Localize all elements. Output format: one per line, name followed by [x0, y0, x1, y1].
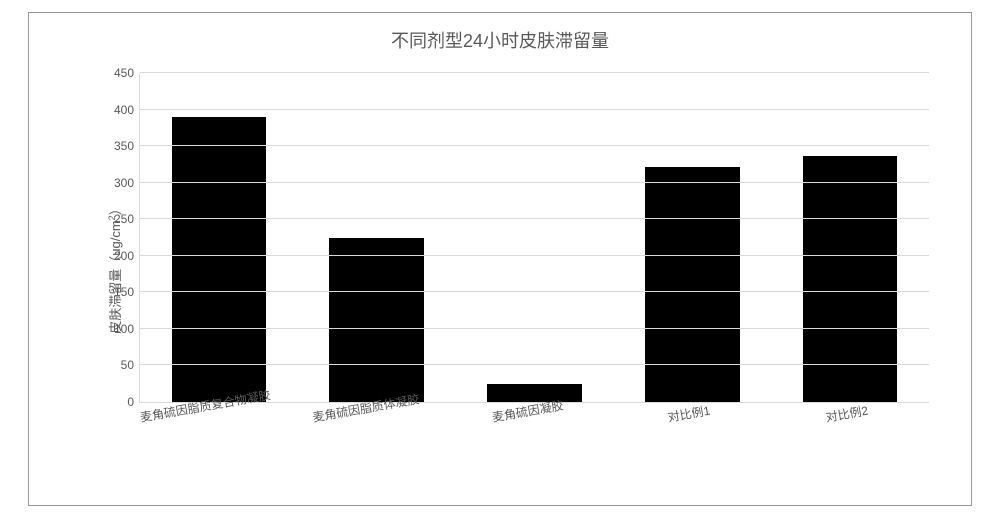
chart-container: 不同剂型24小时皮肤滞留量 皮肤滞留量（ug/cm2） 050100150200… [28, 12, 972, 506]
gridline [140, 291, 929, 292]
bar [172, 117, 267, 402]
bar-slot [298, 73, 456, 402]
plot-wrapper: 皮肤滞留量（ug/cm2） 05010015020025030035040045… [99, 73, 949, 463]
gridline [140, 182, 929, 183]
bar [329, 238, 424, 402]
y-tick-label: 100 [114, 322, 134, 336]
bar-slot [456, 73, 614, 402]
gridline [140, 328, 929, 329]
x-axis-label: 对比例2 [824, 402, 869, 426]
bar-slot [613, 73, 771, 402]
x-label-slot: 麦角硫因脂质体凝胶 [297, 409, 455, 459]
x-label-slot: 对比例1 [613, 409, 771, 459]
gridline [140, 255, 929, 256]
chart-title: 不同剂型24小时皮肤滞留量 [29, 13, 971, 59]
bar-slot [771, 73, 929, 402]
bar [645, 167, 740, 402]
y-tick-label: 0 [127, 395, 134, 409]
y-tick-label: 150 [114, 285, 134, 299]
bar [487, 384, 582, 402]
gridline [140, 109, 929, 110]
y-tick-label: 400 [114, 103, 134, 117]
bar-slot [140, 73, 298, 402]
gridline [140, 72, 929, 73]
x-label-slot: 麦角硫因凝胶 [455, 409, 613, 459]
x-labels: 麦角硫因脂质复合物凝胶麦角硫因脂质体凝胶麦角硫因凝胶对比例1对比例2 [139, 409, 929, 459]
y-tick-label: 200 [114, 249, 134, 263]
bars-group [140, 73, 929, 402]
gridline [140, 218, 929, 219]
y-tick-label: 300 [114, 176, 134, 190]
gridline [140, 145, 929, 146]
y-tick-label: 350 [114, 139, 134, 153]
y-tick-label: 50 [121, 358, 134, 372]
x-label-slot: 对比例2 [771, 409, 929, 459]
gridline [140, 364, 929, 365]
plot-area: 050100150200250300350400450 [139, 73, 929, 403]
y-tick-label: 450 [114, 66, 134, 80]
x-label-slot: 麦角硫因脂质复合物凝胶 [139, 409, 297, 459]
y-tick-label: 250 [114, 212, 134, 226]
x-axis-label: 对比例1 [666, 402, 711, 426]
